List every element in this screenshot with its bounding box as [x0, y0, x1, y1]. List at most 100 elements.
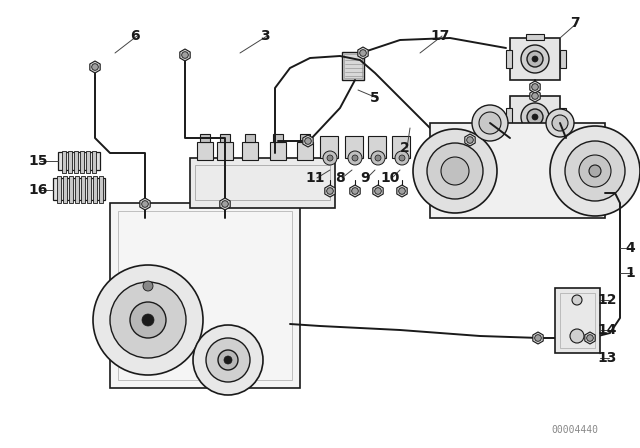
Circle shape — [527, 51, 543, 67]
Polygon shape — [397, 185, 407, 197]
Text: 10: 10 — [380, 171, 400, 185]
Text: 15: 15 — [28, 154, 48, 168]
Text: 2: 2 — [400, 141, 410, 155]
Circle shape — [305, 138, 311, 144]
Text: 4: 4 — [625, 241, 635, 255]
Circle shape — [589, 165, 601, 177]
Bar — [435, 128, 600, 213]
Bar — [392, 136, 410, 158]
Polygon shape — [350, 185, 360, 197]
Circle shape — [534, 335, 541, 341]
Bar — [342, 52, 364, 80]
Text: 17: 17 — [430, 29, 450, 43]
Circle shape — [371, 151, 385, 165]
Polygon shape — [140, 198, 150, 210]
Bar — [555, 288, 600, 353]
Bar — [560, 108, 566, 126]
Polygon shape — [180, 49, 190, 61]
Bar — [92, 151, 96, 173]
Polygon shape — [373, 185, 383, 197]
Circle shape — [479, 112, 501, 134]
Circle shape — [326, 188, 333, 194]
Bar — [506, 50, 512, 68]
Bar — [86, 151, 90, 173]
Circle shape — [399, 155, 405, 161]
Text: 7: 7 — [570, 16, 580, 30]
Circle shape — [182, 52, 188, 58]
Bar — [368, 136, 386, 158]
Bar — [273, 134, 283, 142]
Circle shape — [93, 265, 203, 375]
Polygon shape — [585, 332, 595, 344]
Circle shape — [521, 103, 549, 131]
Text: 9: 9 — [360, 171, 370, 185]
Bar — [81, 176, 85, 203]
Circle shape — [532, 93, 538, 99]
Circle shape — [527, 109, 543, 125]
Text: 6: 6 — [130, 29, 140, 43]
Circle shape — [348, 151, 362, 165]
Bar — [74, 151, 78, 173]
Polygon shape — [465, 134, 475, 146]
Circle shape — [374, 188, 381, 194]
Bar — [63, 176, 67, 203]
Bar — [69, 176, 73, 203]
Circle shape — [441, 157, 469, 185]
Text: 16: 16 — [28, 183, 48, 197]
Circle shape — [143, 281, 153, 291]
Bar — [560, 50, 566, 68]
Circle shape — [92, 64, 99, 70]
Circle shape — [427, 143, 483, 199]
Text: 5: 5 — [370, 91, 380, 105]
Bar — [510, 38, 560, 80]
Circle shape — [467, 137, 474, 143]
Circle shape — [221, 201, 228, 207]
Polygon shape — [533, 332, 543, 344]
Circle shape — [565, 141, 625, 201]
Text: 12: 12 — [597, 293, 617, 307]
Circle shape — [206, 338, 250, 382]
Circle shape — [587, 335, 593, 341]
Bar — [118, 211, 292, 380]
Bar — [200, 134, 210, 142]
Bar — [560, 293, 595, 348]
Circle shape — [532, 114, 538, 120]
Bar — [270, 142, 286, 160]
Bar — [80, 151, 84, 173]
Polygon shape — [220, 198, 230, 210]
Bar — [68, 151, 72, 173]
Bar — [430, 123, 605, 218]
Bar — [99, 176, 103, 203]
Polygon shape — [530, 90, 540, 102]
Polygon shape — [530, 81, 540, 93]
Circle shape — [130, 302, 166, 338]
Circle shape — [570, 329, 584, 343]
Circle shape — [352, 155, 358, 161]
Bar — [57, 176, 61, 203]
Circle shape — [532, 56, 538, 62]
Circle shape — [224, 356, 232, 364]
Bar — [300, 134, 310, 142]
Bar — [245, 134, 255, 142]
Bar — [345, 136, 363, 158]
Circle shape — [521, 45, 549, 73]
Text: 11: 11 — [305, 171, 324, 185]
Bar — [217, 142, 233, 160]
Circle shape — [552, 115, 568, 131]
Circle shape — [323, 151, 337, 165]
Polygon shape — [325, 185, 335, 197]
Circle shape — [327, 155, 333, 161]
Bar — [344, 54, 362, 78]
Circle shape — [550, 126, 640, 216]
Circle shape — [399, 188, 405, 194]
Bar — [320, 136, 338, 158]
Bar — [195, 165, 330, 200]
Text: 00004440: 00004440 — [552, 425, 598, 435]
Bar — [58, 152, 100, 170]
Bar — [220, 134, 230, 142]
Bar — [197, 142, 213, 160]
Circle shape — [413, 129, 497, 213]
Circle shape — [352, 188, 358, 194]
Bar — [190, 158, 335, 208]
Circle shape — [532, 84, 538, 90]
